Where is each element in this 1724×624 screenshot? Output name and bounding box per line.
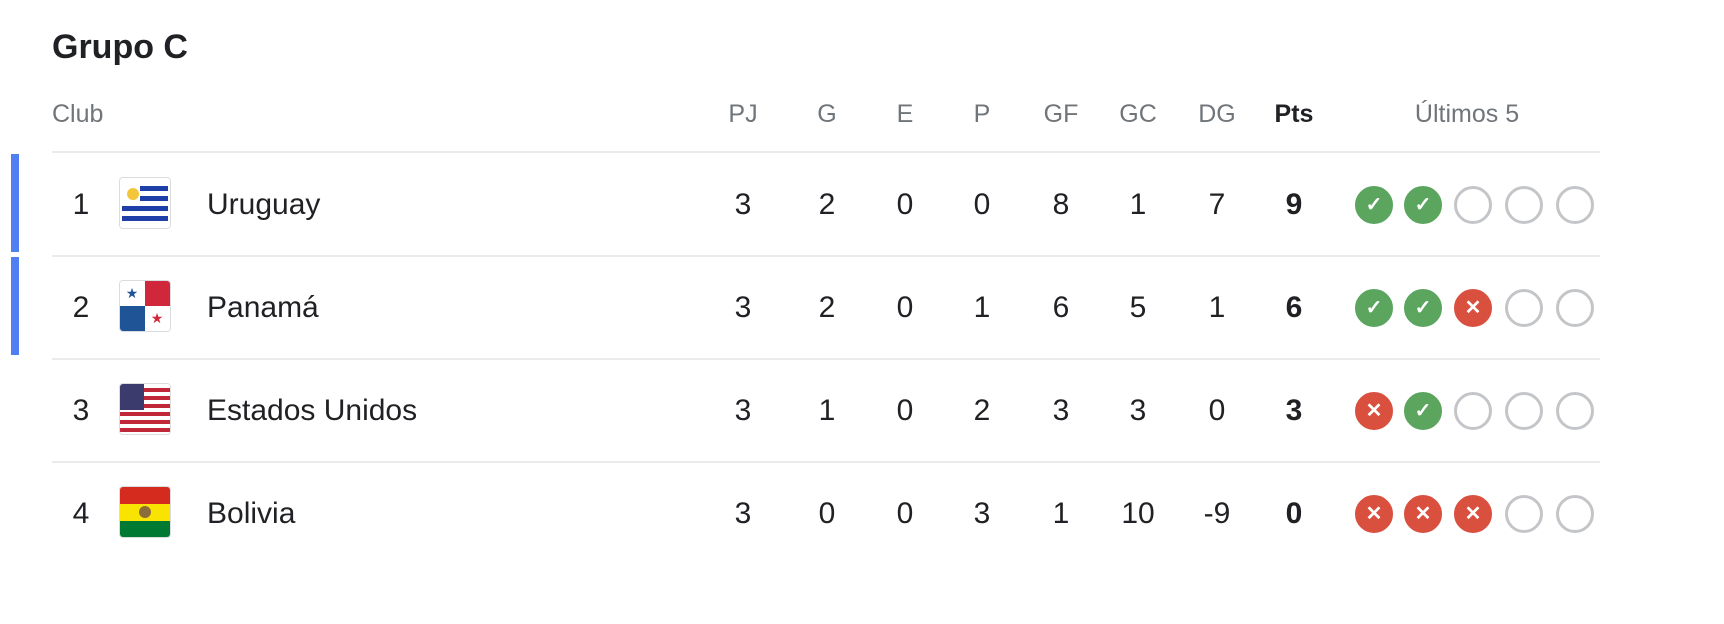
win-check-icon[interactable]: ✓	[1404, 288, 1442, 327]
table-row[interactable]: 1 Uruguay 3 2 0 0 8 1 7 9 ✓ ✓	[0, 153, 1600, 256]
stat-g: 1	[818, 393, 836, 427]
svg-text:★: ★	[126, 285, 139, 301]
usa-flag-icon	[119, 383, 171, 435]
no-match-circle-icon[interactable]	[1505, 494, 1543, 533]
win-check-icon[interactable]: ✓	[1404, 391, 1442, 430]
team-name[interactable]: Estados Unidos	[207, 393, 418, 427]
stat-gc: 10	[1121, 496, 1155, 530]
stat-g: 0	[818, 496, 836, 530]
stat-e: 0	[896, 496, 914, 530]
header-pts: Pts	[1274, 100, 1314, 128]
win-check-icon[interactable]: ✓	[1355, 185, 1393, 224]
stat-e: 0	[896, 187, 914, 221]
stat-g: 2	[818, 187, 836, 221]
stat-p: 1	[973, 290, 991, 324]
loss-x-icon[interactable]: ✕	[1355, 494, 1393, 533]
stat-dg: 7	[1208, 187, 1226, 221]
no-match-circle-icon[interactable]	[1505, 288, 1543, 327]
no-match-circle-icon[interactable]	[1556, 288, 1594, 327]
qualification-indicator	[11, 257, 19, 355]
stat-g: 2	[818, 290, 836, 324]
divider	[52, 151, 1600, 153]
loss-x-icon[interactable]: ✕	[1355, 391, 1393, 430]
no-match-circle-icon[interactable]	[1505, 391, 1543, 430]
stat-dg: -9	[1203, 496, 1231, 530]
divider	[52, 358, 1600, 360]
no-match-circle-icon[interactable]	[1505, 185, 1543, 224]
stat-pj: 3	[734, 187, 752, 221]
no-match-circle-icon[interactable]	[1556, 391, 1594, 430]
loss-x-icon[interactable]: ✕	[1454, 288, 1492, 327]
header-gf: GF	[1043, 100, 1079, 128]
header-club: Club	[52, 100, 104, 128]
stat-dg: 1	[1208, 290, 1226, 324]
stat-pj: 3	[734, 496, 752, 530]
group-title: Grupo C	[52, 28, 188, 66]
loss-x-icon[interactable]: ✕	[1404, 494, 1442, 533]
table-row[interactable]: 3 Estados Unidos 3 1 0 2 3 3 0 3 ✕ ✓	[0, 359, 1600, 462]
table-row[interactable]: 2 ★ ★ Panamá 3 2 0 1 6 5 1 6 ✓ ✓ ✕	[0, 256, 1600, 359]
stat-pts: 0	[1285, 496, 1303, 530]
header-last5: Últimos 5	[1414, 100, 1520, 128]
uruguay-flag-icon	[119, 177, 171, 229]
rank: 3	[72, 393, 90, 427]
stat-p: 2	[973, 393, 991, 427]
divider	[52, 461, 1600, 463]
stat-pts: 6	[1285, 290, 1303, 324]
header-dg: DG	[1198, 100, 1236, 128]
no-match-circle-icon[interactable]	[1454, 185, 1492, 224]
table-row[interactable]: 4 Bolivia 3 0 0 3 1 10 -9 0 ✕ ✕ ✕	[0, 462, 1600, 565]
win-check-icon[interactable]: ✓	[1355, 288, 1393, 327]
header-g: G	[817, 100, 837, 128]
header-gc: GC	[1119, 100, 1157, 128]
win-check-icon[interactable]: ✓	[1404, 185, 1442, 224]
stat-e: 0	[896, 290, 914, 324]
stat-p: 0	[973, 187, 991, 221]
rank: 4	[72, 496, 90, 530]
rank: 2	[72, 290, 90, 324]
stat-gf: 3	[1052, 393, 1070, 427]
rank: 1	[72, 187, 90, 221]
header-pj: PJ	[728, 100, 758, 128]
stat-gc: 3	[1129, 393, 1147, 427]
no-match-circle-icon[interactable]	[1556, 494, 1594, 533]
stat-pts: 3	[1285, 393, 1303, 427]
panama-flag-icon: ★ ★	[119, 280, 171, 332]
no-match-circle-icon[interactable]	[1454, 391, 1492, 430]
team-name[interactable]: Uruguay	[207, 187, 321, 221]
stat-pj: 3	[734, 393, 752, 427]
header-p: P	[973, 100, 991, 128]
stat-e: 0	[896, 393, 914, 427]
divider	[52, 255, 1600, 257]
svg-text:★: ★	[151, 310, 164, 326]
no-match-circle-icon[interactable]	[1556, 185, 1594, 224]
team-name[interactable]: Bolivia	[207, 496, 296, 530]
stat-gc: 1	[1129, 187, 1147, 221]
stat-pts: 9	[1285, 187, 1303, 221]
stat-gc: 5	[1129, 290, 1147, 324]
stat-gf: 8	[1052, 187, 1070, 221]
stat-pj: 3	[734, 290, 752, 324]
header-e: E	[896, 100, 914, 128]
stat-gf: 1	[1052, 496, 1070, 530]
loss-x-icon[interactable]: ✕	[1454, 494, 1492, 533]
team-name[interactable]: Panamá	[207, 290, 319, 324]
stat-p: 3	[973, 496, 991, 530]
qualification-indicator	[11, 154, 19, 252]
stat-gf: 6	[1052, 290, 1070, 324]
bolivia-flag-icon	[119, 486, 171, 538]
stat-dg: 0	[1208, 393, 1226, 427]
